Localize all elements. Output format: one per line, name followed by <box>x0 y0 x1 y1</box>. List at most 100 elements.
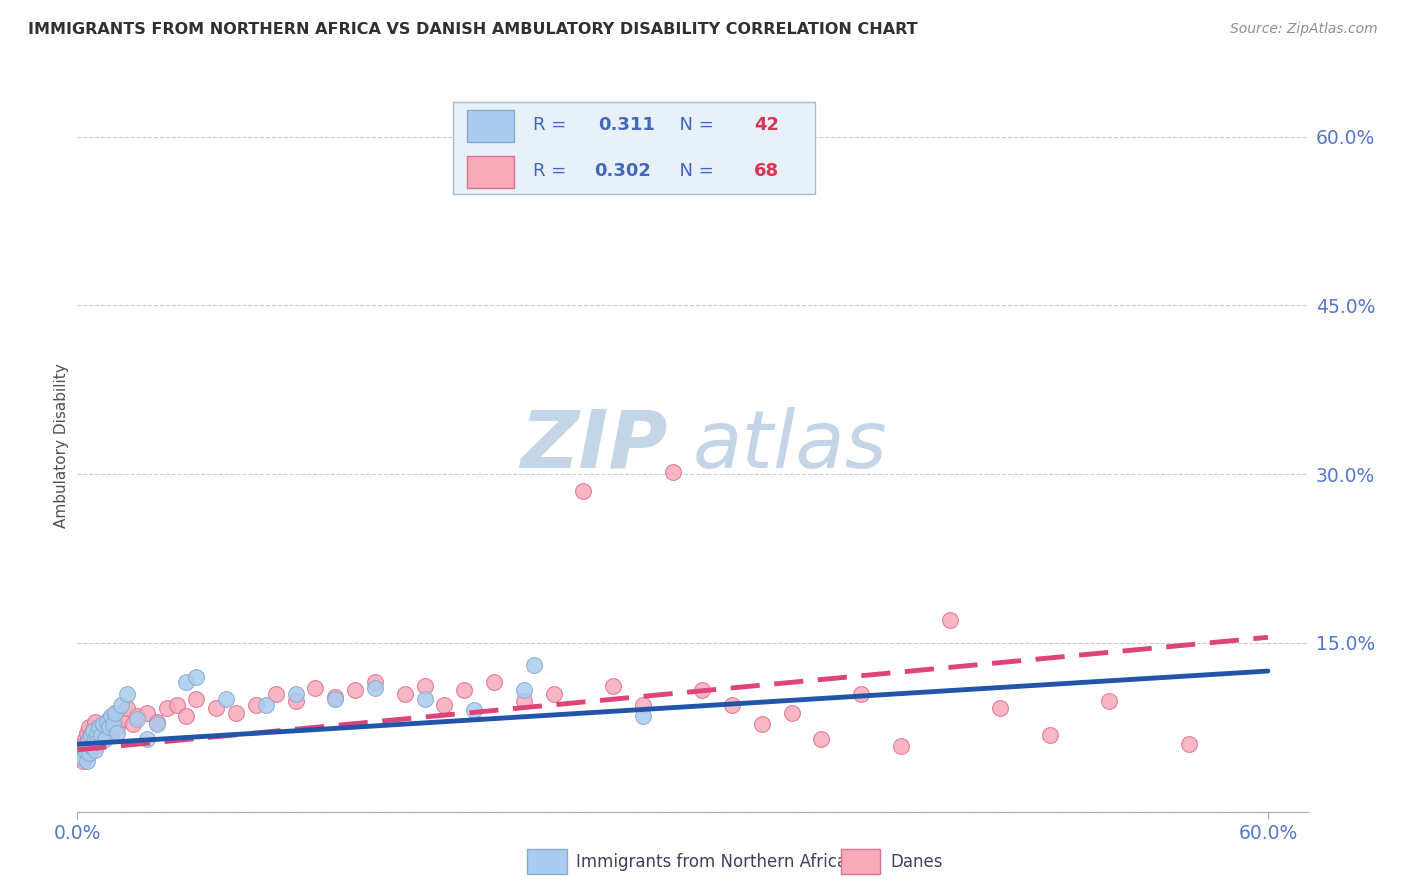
Point <box>245 698 267 712</box>
Point <box>145 714 167 729</box>
Point <box>110 713 132 727</box>
Text: N =: N = <box>668 161 720 180</box>
Text: 42: 42 <box>754 116 779 134</box>
Point <box>77 746 100 760</box>
Point <box>692 683 714 698</box>
Point <box>75 743 97 757</box>
Point <box>100 709 122 723</box>
Point <box>413 679 436 693</box>
Point <box>122 717 145 731</box>
Point <box>166 698 188 712</box>
Point <box>84 714 107 729</box>
Point <box>125 713 148 727</box>
Point <box>94 717 117 731</box>
Point <box>80 728 103 742</box>
Point <box>80 728 103 742</box>
Point <box>323 692 346 706</box>
Point <box>433 698 456 712</box>
Point <box>105 726 128 740</box>
Point <box>76 737 98 751</box>
Point <box>70 748 93 763</box>
Point <box>76 754 98 768</box>
Point <box>751 717 773 731</box>
Text: 0.311: 0.311 <box>598 116 655 134</box>
Point <box>72 750 94 764</box>
Point <box>631 709 654 723</box>
Point <box>82 737 104 751</box>
Point <box>80 739 103 754</box>
Point <box>344 683 367 698</box>
Point <box>76 726 98 740</box>
Point <box>91 731 114 746</box>
Point <box>98 720 121 734</box>
FancyBboxPatch shape <box>467 155 515 188</box>
Point <box>225 706 247 720</box>
Point <box>284 687 307 701</box>
Point <box>323 690 346 704</box>
Point <box>90 726 112 740</box>
Text: R =: R = <box>533 116 578 134</box>
Point <box>98 713 121 727</box>
Point <box>75 743 97 757</box>
Point <box>205 701 228 715</box>
Point <box>1177 737 1199 751</box>
Text: Source: ZipAtlas.com: Source: ZipAtlas.com <box>1230 22 1378 37</box>
Point <box>145 717 167 731</box>
Point <box>849 687 872 701</box>
Point <box>86 726 108 740</box>
Point <box>543 687 565 701</box>
Point <box>135 731 157 746</box>
Point <box>284 694 307 708</box>
Point <box>96 723 118 738</box>
Point <box>631 698 654 712</box>
Text: ZIP: ZIP <box>520 407 668 485</box>
Point <box>96 714 118 729</box>
Point <box>176 709 198 723</box>
Point <box>115 701 138 715</box>
Point <box>115 687 138 701</box>
Point <box>75 731 97 746</box>
Text: N =: N = <box>668 116 720 134</box>
Point <box>104 706 127 720</box>
Point <box>988 701 1011 715</box>
Point <box>101 717 124 731</box>
Point <box>890 739 912 754</box>
Point <box>939 614 962 628</box>
Point <box>254 698 277 712</box>
Text: Danes: Danes <box>890 853 942 871</box>
Point <box>186 670 208 684</box>
FancyBboxPatch shape <box>453 103 815 194</box>
Point <box>463 703 485 717</box>
Point <box>82 723 104 738</box>
Point <box>89 720 111 734</box>
Point <box>77 720 100 734</box>
Point <box>84 731 107 746</box>
FancyBboxPatch shape <box>467 110 515 142</box>
Text: atlas: atlas <box>693 407 887 485</box>
Point <box>513 694 536 708</box>
Point <box>77 743 100 757</box>
Point <box>84 743 107 757</box>
Point <box>1039 728 1062 742</box>
Point <box>86 735 108 749</box>
Point <box>86 728 108 742</box>
Point <box>135 706 157 720</box>
Point <box>80 737 103 751</box>
Point <box>304 681 326 695</box>
Point <box>72 754 94 768</box>
Point <box>110 698 132 712</box>
Point <box>105 720 128 734</box>
Point <box>394 687 416 701</box>
Point <box>364 675 387 690</box>
Point <box>82 731 104 746</box>
Point <box>186 692 208 706</box>
Text: IMMIGRANTS FROM NORTHERN AFRICA VS DANISH AMBULATORY DISABILITY CORRELATION CHAR: IMMIGRANTS FROM NORTHERN AFRICA VS DANIS… <box>28 22 918 37</box>
Point <box>523 658 546 673</box>
Point <box>264 687 287 701</box>
Point <box>453 683 475 698</box>
Point <box>94 731 117 746</box>
Text: 0.302: 0.302 <box>595 161 651 180</box>
Point <box>176 675 198 690</box>
Point <box>90 728 112 742</box>
Point <box>1098 694 1121 708</box>
